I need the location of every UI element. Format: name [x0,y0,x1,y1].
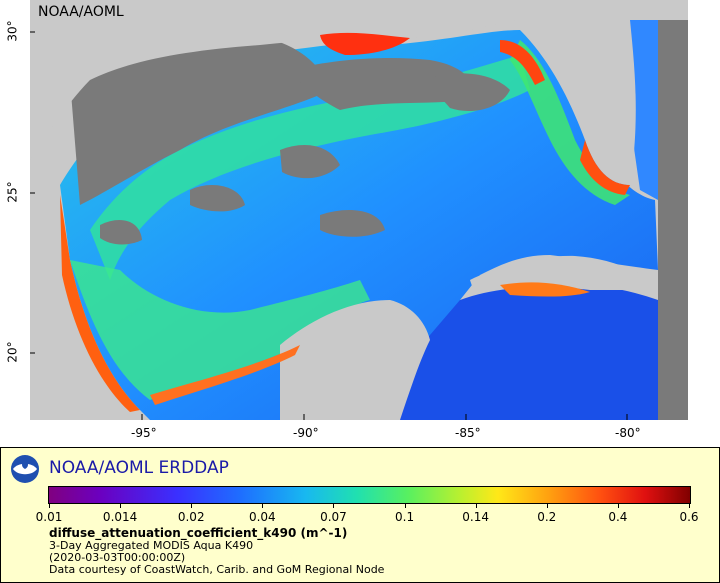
cloud-patch [280,145,340,179]
cloud-patch [190,185,245,212]
map-image [30,0,688,420]
colorbar-tick [689,503,690,508]
dataset-name: 3-Day Aggregated MODIS Aqua K490 [49,539,254,552]
caribbean-water [390,287,658,420]
colorbar-label: 0.14 [462,510,490,524]
coastal-high-florida [580,140,630,195]
colorbar-tick [333,503,335,508]
lon-tick-95: -95° [131,426,157,440]
yucatan [280,300,430,420]
lon-tick-80: -80° [615,426,641,440]
campeche-shelf [70,260,370,400]
lat-tick-25: 25° [5,181,20,203]
colorbar-label: 0.1 [395,510,415,524]
colorbar [48,486,691,504]
cloud-patch [100,220,142,245]
map-area[interactable]: NOAA/AOML [30,0,688,420]
legend-panel: NOAA/AOML ERDDAP 0.01 0.014 0.02 0.04 0.07 0.… [0,447,720,583]
colorbar-tick [262,503,264,508]
axis-ticks [30,31,628,420]
cloud-patch [425,73,510,111]
no-data-strip [658,0,688,420]
colorbar-tick [617,503,619,508]
colorbar-label: 0.01 [35,510,63,524]
lat-tick-20: 20° [5,341,20,363]
cloud-patch [290,58,473,110]
colorbar-tick [475,503,477,508]
colorbar-tick [49,503,50,508]
cloud-patch [320,210,385,237]
colorbar-label: 0.6 [679,510,699,524]
colorbar-label: 0.02 [177,510,205,524]
data-credit: Data courtesy of CoastWatch, Carib. and … [49,563,385,576]
us-land [30,0,688,160]
coastal-high-mexico [60,195,140,412]
lon-tick-85: -85° [455,426,481,440]
colorbar-label: 0.2 [537,510,557,524]
variable-name: diffuse_attenuation_coefficient_k490 (m^… [49,526,348,540]
cuba [470,255,658,300]
coastal-high-campeche [150,345,300,405]
coastal-high-mississippi [320,32,410,55]
colorbar-label: 0.014 [102,510,138,524]
coastal-high-florida-big-bend [500,40,545,85]
colorbar-tick [546,503,548,508]
colorbar-tick [191,503,193,508]
colorbar-label: 0.4 [608,510,628,524]
map-watermark: NOAA/AOML [38,4,124,20]
atlantic-water [625,0,658,200]
coastal-high-cuba [500,282,590,297]
northern-shelf [90,55,530,280]
time-stamp: (2020-03-03T00:00:00Z) [49,551,186,564]
noaa-logo-icon [11,455,39,483]
colorbar-tick [404,503,406,508]
lon-tick-90: -90° [293,426,319,440]
legend-title: NOAA/AOML ERDDAP [49,458,229,478]
colorbar-tick [120,503,122,508]
florida [520,20,636,185]
mexico-land [30,185,150,420]
lat-tick-30: 30° [5,20,20,42]
colorbar-label: 0.04 [248,510,276,524]
colorbar-label: 0.07 [320,510,347,524]
cloud-patch [70,33,330,205]
